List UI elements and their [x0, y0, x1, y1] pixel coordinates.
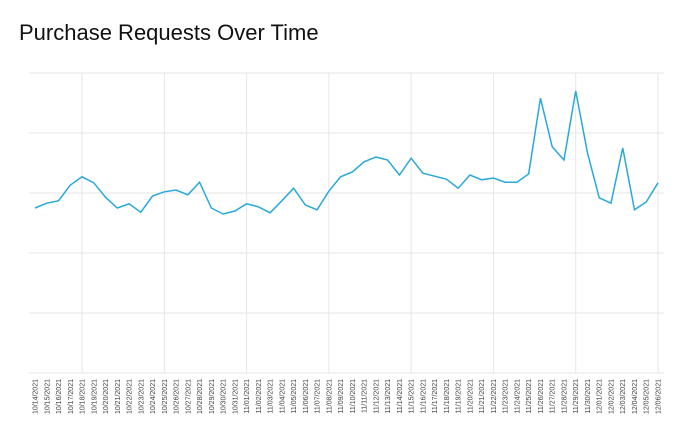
x-tick-label: 10/20/2021	[103, 379, 110, 414]
x-tick-label: 10/25/2021	[162, 379, 169, 414]
x-tick-label: 10/24/2021	[150, 379, 157, 414]
x-tick-label: 11/07/2021	[315, 379, 322, 414]
x-tick-label: 11/23/2021	[503, 379, 510, 414]
x-tick-label: 12/05/2021	[644, 379, 651, 414]
x-tick-label: 11/08/2021	[326, 379, 333, 414]
x-tick-label: 11/29/2021	[573, 379, 580, 414]
x-tick-label: 11/01/2021	[244, 379, 251, 414]
x-tick-label: 10/18/2021	[80, 379, 87, 414]
line	[34, 90, 659, 215]
x-tick-label: 11/05/2021	[291, 379, 298, 414]
x-tick-label: 10/30/2021	[221, 379, 228, 414]
x-tick-label: 11/16/2021	[420, 379, 427, 414]
x-tick-label: 11/30/2021	[585, 379, 592, 414]
x-tick-label: 11/06/2021	[303, 379, 310, 414]
x-tick-label: 11/14/2021	[397, 379, 404, 414]
x-tick-label: 12/01/2021	[597, 379, 604, 414]
x-tick-label: 11/12/2021	[373, 379, 380, 414]
x-tick-label: 11/18/2021	[444, 379, 451, 414]
x-tick-label: 11/19/2021	[456, 379, 463, 414]
x-tick-label: 11/24/2021	[514, 379, 521, 414]
x-tick-label: 11/21/2021	[479, 379, 486, 414]
x-tick-label: 10/14/2021	[33, 379, 40, 414]
x-tick-label: 10/27/2021	[185, 379, 192, 414]
x-tick-label: 10/16/2021	[56, 379, 63, 414]
x-tick-label: 12/06/2021	[656, 379, 663, 414]
x-tick-label: 11/02/2021	[256, 379, 263, 414]
x-tick-label: 11/04/2021	[279, 379, 286, 414]
x-tick-label: 12/03/2021	[620, 379, 627, 414]
x-tick-label: 11/26/2021	[538, 379, 545, 414]
x-tick-label: 10/19/2021	[91, 379, 98, 414]
x-tick-label: 11/03/2021	[268, 379, 275, 414]
x-tick-label: 10/22/2021	[127, 379, 134, 414]
x-tick-label: 11/09/2021	[338, 379, 345, 414]
x-tick-label: 12/02/2021	[608, 379, 615, 414]
x-tick-label: 10/23/2021	[138, 379, 145, 414]
x-tick-label: 11/13/2021	[385, 379, 392, 414]
x-tick-label: 11/11/2021	[362, 379, 369, 413]
x-tick-label: 11/17/2021	[432, 379, 439, 414]
x-tick-label: 12/04/2021	[632, 379, 639, 414]
x-tick-label: 10/21/2021	[115, 379, 122, 414]
x-tick-label: 11/20/2021	[467, 379, 474, 414]
x-tick-label: 10/31/2021	[232, 379, 239, 414]
x-tick-label: 10/28/2021	[197, 379, 204, 414]
x-tick-label: 11/25/2021	[526, 379, 533, 414]
x-tick-label: 10/26/2021	[174, 379, 181, 414]
x-tick-label: 10/15/2021	[44, 379, 51, 414]
x-tick-label: 11/10/2021	[350, 379, 357, 414]
x-tick-label: 11/27/2021	[550, 379, 557, 414]
x-tick-label: 11/28/2021	[561, 379, 568, 414]
x-tick-label: 11/22/2021	[491, 379, 498, 414]
chart-title: Purchase Requests Over Time	[19, 20, 319, 45]
x-tick-label: 10/17/2021	[68, 379, 75, 414]
x-tick-label: 10/29/2021	[209, 379, 216, 414]
x-tick-label: 11/15/2021	[409, 379, 416, 414]
